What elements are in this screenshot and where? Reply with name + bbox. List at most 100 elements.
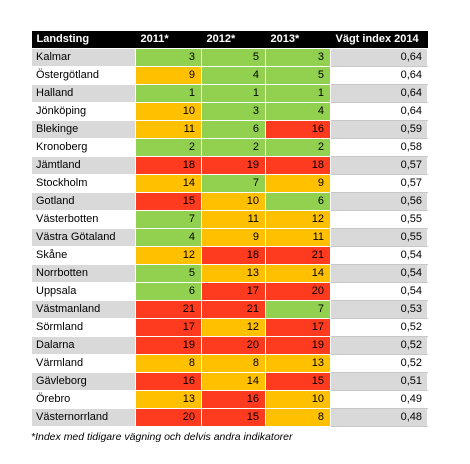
- table-row: Västernorrland 20 15 8 0,48: [31, 408, 428, 427]
- weighted-index-cell: 0,57: [330, 174, 428, 193]
- weighted-index-cell: 0,57: [330, 156, 428, 175]
- weighted-index-cell: 0,64: [330, 102, 428, 121]
- table-row: Kalmar 3 5 3 0,64: [31, 48, 428, 67]
- county-name-cell: Västerbotten: [31, 210, 136, 229]
- table-row: Jönköping 10 3 4 0,64: [31, 102, 428, 121]
- rank-cell-2011: 20: [135, 408, 202, 427]
- table-row: Kronoberg 2 2 2 0,58: [31, 138, 428, 157]
- rank-cell-2012: 2: [201, 138, 266, 157]
- county-name-cell: Västernorrland: [31, 408, 136, 427]
- county-name-cell: Gotland: [31, 192, 136, 211]
- table-row: Skåne 12 18 21 0,54: [31, 246, 428, 265]
- rank-cell-2012: 1: [201, 84, 266, 103]
- rank-cell-2013: 1: [265, 84, 331, 103]
- table-row: Sörmland 17 12 17 0,52: [31, 318, 428, 337]
- table-header-row: Landsting 2011* 2012* 2013* Vägt index 2…: [31, 31, 428, 49]
- county-name-cell: Gävleborg: [31, 372, 136, 391]
- rank-cell-2011: 8: [135, 354, 202, 373]
- rank-cell-2013: 11: [265, 228, 331, 247]
- county-name-cell: Örebro: [31, 390, 136, 409]
- rank-cell-2013: 18: [265, 156, 331, 175]
- rank-cell-2012: 21: [201, 300, 266, 319]
- county-name-cell: Norrbotten: [31, 264, 136, 283]
- rank-cell-2011: 11: [135, 120, 202, 139]
- county-name-cell: Uppsala: [31, 282, 136, 301]
- rank-cell-2013: 14: [265, 264, 331, 283]
- weighted-index-cell: 0,64: [330, 84, 428, 103]
- county-name-cell: Östergötland: [31, 66, 136, 85]
- rank-cell-2011: 19: [135, 336, 202, 355]
- table-body: Kalmar 3 5 3 0,64 Östergötland 9 4 5 0,64 Halland 1…: [31, 48, 428, 427]
- table-row: Halland 1 1 1 0,64: [31, 84, 428, 103]
- rank-cell-2013: 4: [265, 102, 331, 121]
- rank-cell-2013: 3: [265, 48, 331, 67]
- weighted-index-cell: 0,54: [330, 282, 428, 301]
- rank-cell-2012: 10: [201, 192, 266, 211]
- rank-cell-2013: 16: [265, 120, 331, 139]
- rank-cell-2013: 8: [265, 408, 331, 427]
- header-2011: 2011*: [135, 31, 202, 49]
- county-name-cell: Sörmland: [31, 318, 136, 337]
- rank-cell-2012: 19: [201, 156, 266, 175]
- rank-cell-2011: 14: [135, 174, 202, 193]
- rank-cell-2012: 6: [201, 120, 266, 139]
- rank-cell-2013: 2: [265, 138, 331, 157]
- county-name-cell: Dalarna: [31, 336, 136, 355]
- county-name-cell: Jämtland: [31, 156, 136, 175]
- rank-cell-2012: 16: [201, 390, 266, 409]
- rank-cell-2013: 17: [265, 318, 331, 337]
- rank-cell-2013: 15: [265, 372, 331, 391]
- rank-cell-2011: 18: [135, 156, 202, 175]
- county-name-cell: Västra Götaland: [31, 228, 136, 247]
- rank-cell-2011: 5: [135, 264, 202, 283]
- footnote: *Index med tidigare vägning och delvis a…: [31, 431, 293, 443]
- table-row: Blekinge 11 6 16 0,59: [31, 120, 428, 139]
- rank-cell-2013: 12: [265, 210, 331, 229]
- rank-cell-2011: 21: [135, 300, 202, 319]
- rank-cell-2011: 12: [135, 246, 202, 265]
- weighted-index-cell: 0,54: [330, 264, 428, 283]
- rank-cell-2011: 2: [135, 138, 202, 157]
- rank-cell-2011: 16: [135, 372, 202, 391]
- weighted-index-cell: 0,64: [330, 48, 428, 67]
- header-2013: 2013*: [265, 31, 331, 49]
- rank-cell-2013: 19: [265, 336, 331, 355]
- rank-cell-2012: 8: [201, 354, 266, 373]
- rank-cell-2011: 10: [135, 102, 202, 121]
- rank-cell-2011: 7: [135, 210, 202, 229]
- weighted-index-cell: 0,55: [330, 228, 428, 247]
- rank-cell-2011: 15: [135, 192, 202, 211]
- county-name-cell: Kalmar: [31, 48, 136, 67]
- table-row: Norrbotten 5 13 14 0,54: [31, 264, 428, 283]
- weighted-index-cell: 0,52: [330, 354, 428, 373]
- rank-cell-2012: 12: [201, 318, 266, 337]
- table-row: Örebro 13 16 10 0,49: [31, 390, 428, 409]
- weighted-index-cell: 0,54: [330, 246, 428, 265]
- rank-cell-2013: 6: [265, 192, 331, 211]
- rank-cell-2013: 9: [265, 174, 331, 193]
- weighted-index-cell: 0,48: [330, 408, 428, 427]
- weighted-index-cell: 0,52: [330, 336, 428, 355]
- county-name-cell: Blekinge: [31, 120, 136, 139]
- county-name-cell: Värmland: [31, 354, 136, 373]
- county-name-cell: Västmanland: [31, 300, 136, 319]
- rank-cell-2011: 6: [135, 282, 202, 301]
- table-row: Dalarna 19 20 19 0,52: [31, 336, 428, 355]
- rank-cell-2012: 5: [201, 48, 266, 67]
- table-row: Gotland 15 10 6 0,56: [31, 192, 428, 211]
- rank-cell-2011: 4: [135, 228, 202, 247]
- weighted-index-cell: 0,55: [330, 210, 428, 229]
- rank-cell-2012: 17: [201, 282, 266, 301]
- rank-cell-2013: 13: [265, 354, 331, 373]
- rank-cell-2012: 20: [201, 336, 266, 355]
- table-row: Gävleborg 16 14 15 0,51: [31, 372, 428, 391]
- rank-cell-2011: 3: [135, 48, 202, 67]
- rank-cell-2012: 18: [201, 246, 266, 265]
- county-name-cell: Skåne: [31, 246, 136, 265]
- header-weighted-index: Vägt index 2014: [330, 31, 428, 49]
- header-2012: 2012*: [201, 31, 266, 49]
- rank-cell-2013: 7: [265, 300, 331, 319]
- rank-cell-2013: 21: [265, 246, 331, 265]
- table-row: Värmland 8 8 13 0,52: [31, 354, 428, 373]
- table-row: Västerbotten 7 11 12 0,55: [31, 210, 428, 229]
